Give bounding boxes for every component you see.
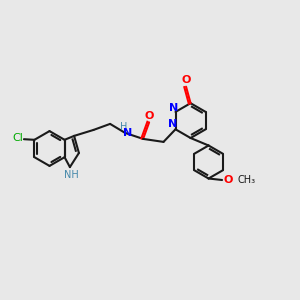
Text: O: O	[144, 111, 154, 121]
Text: N: N	[169, 103, 178, 113]
Text: N: N	[169, 119, 178, 129]
Text: Cl: Cl	[13, 133, 23, 143]
Text: O: O	[224, 175, 233, 185]
Text: O: O	[182, 75, 191, 85]
Text: CH₃: CH₃	[237, 175, 255, 185]
Text: H: H	[120, 122, 127, 133]
Text: N: N	[124, 128, 133, 138]
Text: NH: NH	[64, 169, 79, 180]
